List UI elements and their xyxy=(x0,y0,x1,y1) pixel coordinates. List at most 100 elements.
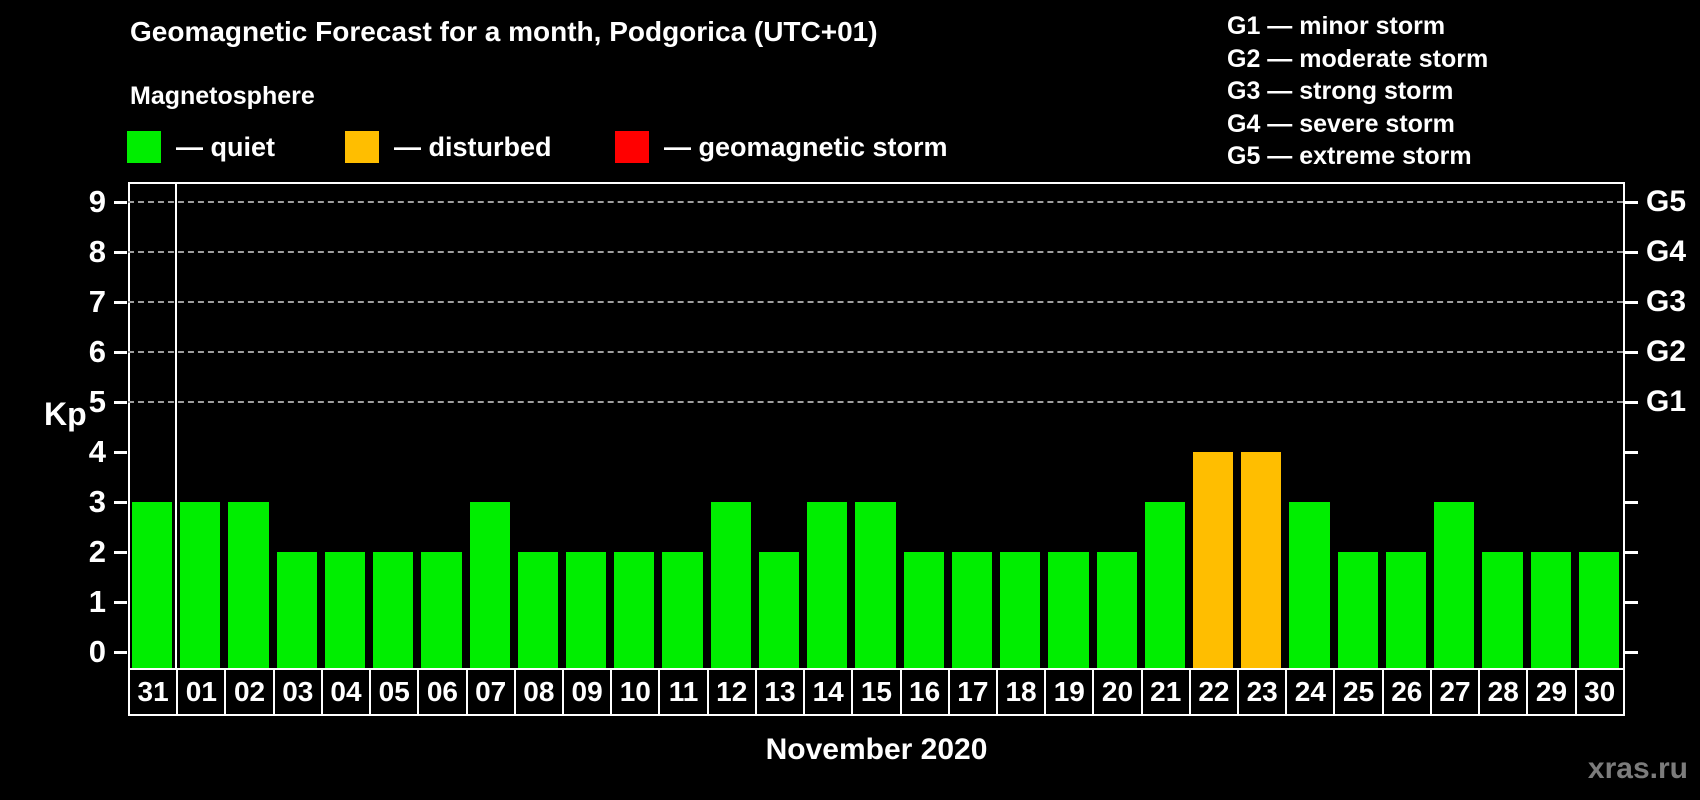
month-separator-line xyxy=(175,182,178,668)
g-scale-label-g2: G2 xyxy=(1646,335,1687,368)
g-level-gridline xyxy=(128,301,1623,303)
y-axis-tick-label: 5 xyxy=(88,384,106,419)
kp-bar-day-16 xyxy=(903,552,944,668)
kp-bar-day-03 xyxy=(276,552,317,668)
day-label-cell: 26 xyxy=(1381,670,1430,714)
kp-bar-day-15 xyxy=(855,502,896,668)
day-label-cell: 05 xyxy=(369,670,417,714)
day-label-cell: 31 xyxy=(137,676,169,707)
disturbed-color-swatch xyxy=(345,131,379,163)
kp-bar-day-19 xyxy=(1048,552,1089,668)
kp-bar-day-06 xyxy=(421,552,462,668)
y-axis-tick-left xyxy=(114,651,127,654)
kp-bar-day-01 xyxy=(180,502,221,668)
y-axis-tick-left xyxy=(114,501,127,504)
kp-bar-day-11 xyxy=(662,552,703,668)
day-label-cell: 15 xyxy=(851,670,899,714)
y-axis-line-right xyxy=(1623,182,1625,668)
day-label-cell: 30 xyxy=(1574,670,1623,714)
y-axis-tick-label: 3 xyxy=(88,484,106,519)
kp-bar-day-02 xyxy=(228,502,269,668)
day-label-cell: 21 xyxy=(1140,670,1189,714)
day-label-cell: 25 xyxy=(1333,670,1381,714)
y-axis-tick-right xyxy=(1625,351,1638,354)
legend-item-quiet: — quiet xyxy=(127,129,275,165)
day-label-cell: 06 xyxy=(417,670,465,714)
day-label-cell: 27 xyxy=(1429,670,1478,714)
kp-bar-day-10 xyxy=(614,552,655,668)
y-axis-tick-right xyxy=(1625,251,1638,254)
y-axis-tick-left xyxy=(114,451,127,454)
y-axis-tick-label: 4 xyxy=(88,434,106,469)
y-axis-tick-label: 7 xyxy=(88,284,106,319)
magnetosphere-label: Magnetosphere xyxy=(130,82,315,110)
g4-legend-line: G4 — severe storm xyxy=(1227,109,1455,138)
kp-bar-day-27 xyxy=(1434,502,1475,668)
x-axis-title: November 2020 xyxy=(765,733,988,766)
y-axis-tick-label: 9 xyxy=(88,184,106,219)
kp-bar-day-29 xyxy=(1530,552,1571,668)
kp-bar-day-20 xyxy=(1096,552,1137,668)
disturbed-legend-label: — disturbed xyxy=(394,131,552,162)
day-label-cell: 20 xyxy=(1092,670,1140,714)
kp-bar-day-12 xyxy=(710,502,751,668)
plot-top-border xyxy=(128,182,1625,184)
kp-bar-day-18 xyxy=(1000,552,1041,668)
quiet-color-swatch xyxy=(127,131,161,163)
day-label-cell: 17 xyxy=(947,670,996,714)
g-scale-label-g5: G5 xyxy=(1646,185,1687,218)
kp-bar-day-26 xyxy=(1385,552,1427,668)
day-label-cell: 22 xyxy=(1188,670,1237,714)
y-axis-tick-right xyxy=(1625,451,1638,454)
y-axis-line-left xyxy=(128,182,130,668)
day-label-cell: 28 xyxy=(1478,670,1526,714)
y-axis-tick-left xyxy=(114,301,127,304)
day-label-cell: 01 xyxy=(176,670,224,714)
day-label-cell: 12 xyxy=(706,670,755,714)
y-axis-tick-label: 1 xyxy=(88,584,106,619)
kp-bar-day-17 xyxy=(951,552,993,668)
g-level-gridline xyxy=(128,351,1623,353)
g2-legend-line: G2 — moderate storm xyxy=(1227,44,1489,73)
day-label-cell: 13 xyxy=(754,670,803,714)
y-axis-tick-label: 6 xyxy=(88,334,106,369)
g1-legend-line: G1 — minor storm xyxy=(1227,12,1446,40)
g-scale-legend: G1 — minor storm G2 — moderate storm G3 … xyxy=(1227,10,1488,173)
kp-bar-day-05 xyxy=(373,552,414,668)
kp-bar-day-04 xyxy=(324,552,366,668)
kp-bar-day-08 xyxy=(517,552,559,668)
kp-bar-day-13 xyxy=(758,552,800,668)
kp-bar-day-28 xyxy=(1482,552,1523,668)
y-axis-tick-left xyxy=(114,351,127,354)
chart-title: Geomagnetic Forecast for a month, Podgor… xyxy=(130,16,878,47)
day-label-cell: 09 xyxy=(561,670,610,714)
g-scale-label-g4: G4 xyxy=(1646,235,1687,268)
day-label-cell: 29 xyxy=(1526,670,1574,714)
day-label-cell: 24 xyxy=(1285,670,1333,714)
day-label-cell: 10 xyxy=(610,670,658,714)
kp-bar-day-22 xyxy=(1192,452,1234,668)
kp-bar-day-21 xyxy=(1144,502,1185,668)
g3-legend-line: G3 — strong storm xyxy=(1227,77,1454,105)
y-axis-tick-label: 2 xyxy=(88,534,106,569)
x-axis-day-labels: 31 01 02 03 04 05 06 07 08 09 10 11 12 13 14 15 16 17 18 19… xyxy=(128,668,1625,716)
day-label-cell: 18 xyxy=(995,670,1044,714)
y-axis-tick-right xyxy=(1625,401,1638,404)
day-label-cell: 11 xyxy=(658,670,706,714)
y-axis-tick-left xyxy=(114,601,127,604)
g-level-gridline xyxy=(128,251,1623,253)
g-scale-label-g3: G3 xyxy=(1646,285,1687,318)
y-axis-tick-label: 0 xyxy=(88,634,106,669)
y-axis-tick-right xyxy=(1625,301,1638,304)
y-axis-title: Kp xyxy=(44,396,87,432)
legend-item-disturbed: — disturbed xyxy=(345,129,552,165)
y-axis-tick-right xyxy=(1625,201,1638,204)
g5-legend-line: G5 — extreme storm xyxy=(1227,142,1472,170)
y-axis-tick-label: 8 xyxy=(88,234,106,269)
day-label-cell: 19 xyxy=(1044,670,1092,714)
y-axis-tick-left xyxy=(114,401,127,404)
g-level-gridline xyxy=(128,201,1623,203)
kp-bar-day-25 xyxy=(1337,552,1378,668)
kp-bar-day-07 xyxy=(469,502,510,668)
day-label-cell: 02 xyxy=(224,670,272,714)
